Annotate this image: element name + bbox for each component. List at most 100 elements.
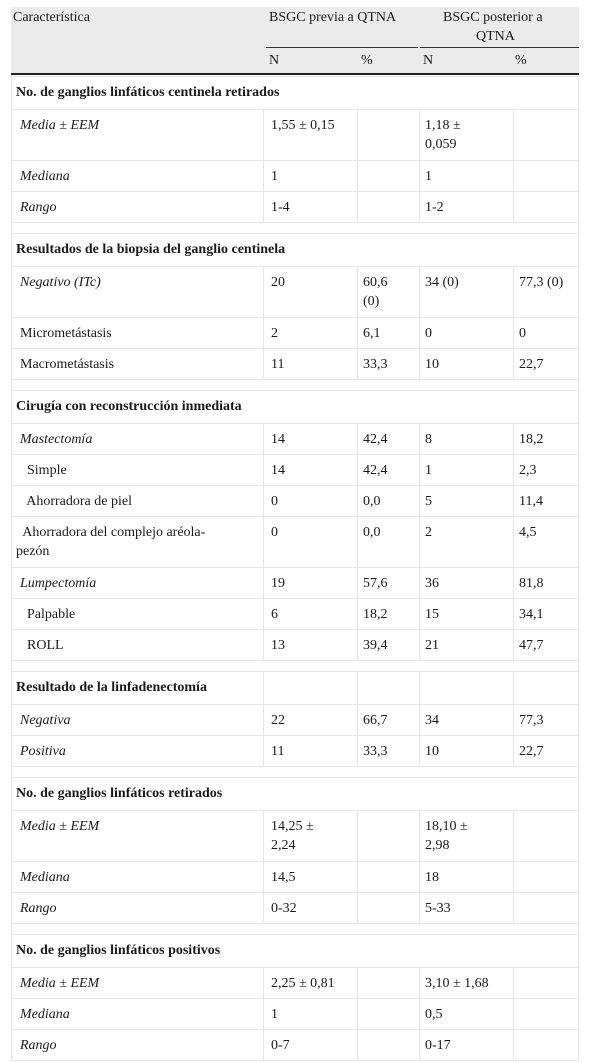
cell-n1: 19 xyxy=(271,576,285,591)
column-divider xyxy=(419,862,420,893)
column-divider xyxy=(513,455,514,486)
table-row: Media ± EEM 2,25 ± 0,81 3,10 ± 1,68 xyxy=(11,968,579,999)
column-divider xyxy=(419,630,420,661)
table-row: Rango 0-7 0-17 xyxy=(11,1030,579,1061)
table-row: Mediana 1 0,5 xyxy=(11,999,579,1030)
header-pct-before: % xyxy=(361,53,373,68)
column-divider xyxy=(419,267,420,318)
row-label: Simple xyxy=(20,463,67,478)
column-divider xyxy=(419,893,420,924)
section-spacer xyxy=(11,380,579,391)
row-label: Rango xyxy=(20,901,57,916)
column-divider xyxy=(263,1030,264,1061)
section-spacer xyxy=(11,767,579,778)
cell-n2: 15 xyxy=(425,607,439,622)
column-divider xyxy=(263,192,264,223)
cell-p1: 42,4 xyxy=(363,432,388,447)
cell-n1: 0-32 xyxy=(271,901,297,916)
column-divider xyxy=(419,599,420,630)
column-divider xyxy=(263,568,264,599)
cell-n1: 14,25 ± 2,24 xyxy=(271,819,314,853)
cell-p2: 34,1 xyxy=(519,607,544,622)
cell-p2: 22,7 xyxy=(519,744,544,759)
column-divider xyxy=(513,424,514,455)
cell-p1: 66,7 xyxy=(363,713,388,728)
table-row: Mastectomía 14 42,4 8 18,2 xyxy=(11,424,579,455)
column-divider xyxy=(419,349,420,380)
cell-n1: 1 xyxy=(271,1007,278,1022)
column-divider xyxy=(513,349,514,380)
column-divider xyxy=(357,517,358,568)
cell-p1: 18,2 xyxy=(363,607,388,622)
column-divider xyxy=(513,672,514,705)
cell-n1: 11 xyxy=(271,744,285,759)
cell-p2: 0 xyxy=(519,326,526,341)
cell-n2: 36 xyxy=(425,576,439,591)
cell-n1: 2 xyxy=(271,326,278,341)
column-divider xyxy=(357,318,358,349)
column-divider xyxy=(357,630,358,661)
section-title-row: Resultado de la linfadenectomía xyxy=(11,672,579,705)
cell-p2: 47,7 xyxy=(519,638,544,653)
table-header: Característica BSGC previa a QTNA BSGC p… xyxy=(11,7,579,75)
row-label: Media ± EEM xyxy=(20,819,100,834)
cell-n2: 2 xyxy=(425,525,432,540)
cell-n1: 0-7 xyxy=(271,1038,290,1053)
column-divider xyxy=(419,705,420,736)
cell-n2: 18,10 ± 2,98 xyxy=(425,819,468,853)
cell-n2: 0-17 xyxy=(425,1038,451,1053)
cell-n1: 1 xyxy=(271,169,278,184)
section-title-row: No. de ganglios linfáticos centinela ret… xyxy=(11,77,579,110)
column-divider xyxy=(419,161,420,192)
table-row: Rango 0-32 5-33 xyxy=(11,893,579,924)
header-n-before: N xyxy=(269,53,280,68)
row-label: Media ± EEM xyxy=(20,118,100,133)
cell-n1: 13 xyxy=(271,638,285,653)
column-divider xyxy=(419,424,420,455)
column-divider xyxy=(513,267,514,318)
cell-n2: 21 xyxy=(425,638,439,653)
cell-p2: 77,3 xyxy=(519,713,544,728)
section-spacer xyxy=(11,223,579,234)
column-divider xyxy=(513,161,514,192)
section-title: No. de ganglios linfáticos retirados xyxy=(16,786,223,801)
cell-n2: 1 xyxy=(425,169,432,184)
section-spacer xyxy=(11,75,579,77)
section-title-row: Cirugía con reconstrucción inmediata xyxy=(11,391,579,424)
column-divider xyxy=(263,999,264,1030)
cell-n2: 1 xyxy=(425,463,432,478)
column-divider xyxy=(263,318,264,349)
column-divider xyxy=(513,568,514,599)
cell-n1: 0 xyxy=(271,525,278,540)
column-divider xyxy=(263,811,264,862)
table-row: Ahorradora del complejo aréola- pezón 0 0,… xyxy=(11,517,579,568)
cell-p1: 6,1 xyxy=(363,326,381,341)
column-divider xyxy=(263,517,264,568)
row-label: Micrometástasis xyxy=(20,326,112,341)
column-divider xyxy=(263,672,264,705)
column-divider xyxy=(357,161,358,192)
cell-n1: 14 xyxy=(271,463,285,478)
cell-p2: 4,5 xyxy=(519,525,537,540)
section-title-row: No. de ganglios linfáticos positivos xyxy=(11,935,579,968)
cell-n2: 1,18 ± 0,059 xyxy=(425,118,461,152)
column-divider xyxy=(513,893,514,924)
column-divider xyxy=(357,192,358,223)
cell-n1: 20 xyxy=(271,275,285,290)
column-divider xyxy=(513,486,514,517)
table-row: Rango 1-4 1-2 xyxy=(11,192,579,223)
column-divider xyxy=(357,568,358,599)
cell-n2: 0 xyxy=(425,326,432,341)
column-divider xyxy=(419,486,420,517)
column-divider xyxy=(419,999,420,1030)
table-row: Micrometástasis 2 6,1 0 0 xyxy=(11,318,579,349)
column-divider xyxy=(419,1030,420,1061)
column-divider xyxy=(357,705,358,736)
cell-p2: 81,8 xyxy=(519,576,544,591)
cell-p2: 18,2 xyxy=(519,432,544,447)
column-divider xyxy=(357,455,358,486)
cell-n2: 3,10 ± 1,68 xyxy=(425,976,489,991)
header-pct-after: % xyxy=(515,53,527,68)
cell-n1: 14,5 xyxy=(271,870,296,885)
column-divider xyxy=(263,705,264,736)
